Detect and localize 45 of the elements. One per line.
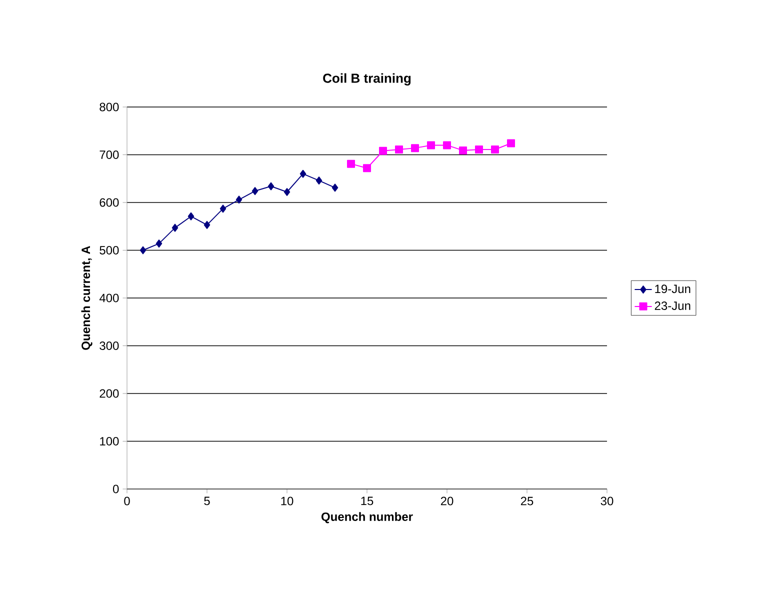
point <box>300 170 306 178</box>
point <box>252 187 258 196</box>
x-axis-title: Quench number <box>321 512 413 524</box>
x-tick-label: 20 <box>440 496 454 506</box>
point <box>379 146 388 155</box>
point <box>395 145 404 154</box>
y-tick-label: 300 <box>100 342 119 350</box>
point <box>188 212 194 220</box>
point <box>507 139 516 148</box>
point <box>411 144 420 152</box>
legend-label: 23-Jun <box>654 302 690 310</box>
point <box>172 224 178 232</box>
x-tick-label: 10 <box>281 496 294 506</box>
point <box>316 176 322 185</box>
point <box>475 145 484 154</box>
y-tick-label: 400 <box>99 294 119 302</box>
x-tick-label: 30 <box>600 496 614 506</box>
x-tick-label: 5 <box>204 496 210 506</box>
point <box>363 164 372 172</box>
point <box>427 141 436 150</box>
x-tick-label: 15 <box>361 496 374 506</box>
point <box>236 196 242 204</box>
y-tick-label: 0 <box>112 484 119 494</box>
x-tick-label: 25 <box>520 496 534 506</box>
point <box>204 220 210 229</box>
y-tick-label: 600 <box>100 198 119 207</box>
y-tick-label: 200 <box>100 389 119 398</box>
y-tick-label: 700 <box>100 150 119 159</box>
point <box>443 141 452 150</box>
legend-label: 19-Jun <box>655 284 690 294</box>
point <box>220 204 226 213</box>
y-tick-label: 500 <box>100 246 119 254</box>
point <box>459 146 468 154</box>
point <box>156 240 162 248</box>
point <box>491 145 500 154</box>
y-tick-label: 800 <box>100 102 119 112</box>
x-tick-label: 0 <box>124 496 130 506</box>
point <box>347 160 355 168</box>
point <box>284 188 290 196</box>
point <box>140 246 146 254</box>
point <box>332 184 338 192</box>
y-axis-title: Quench current, A <box>81 246 92 350</box>
point <box>268 182 274 190</box>
y-tick-label: 100 <box>100 437 119 446</box>
chart-title: Coil B training <box>323 73 411 86</box>
